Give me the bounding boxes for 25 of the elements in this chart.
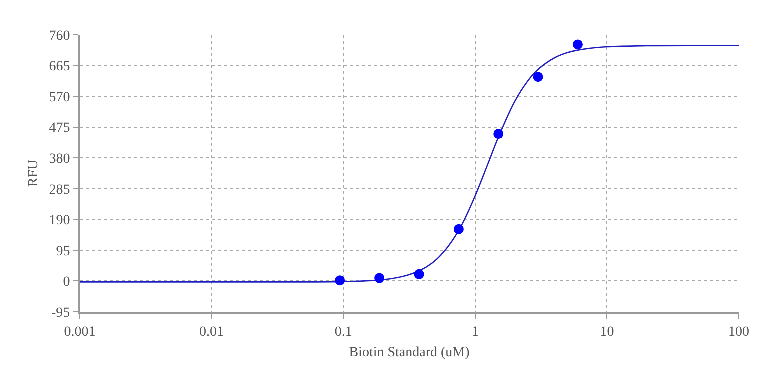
point xyxy=(414,269,424,280)
y-tick-label: 475 xyxy=(49,121,70,136)
point xyxy=(454,224,464,234)
x-tick-label: 100 xyxy=(728,324,750,340)
x-tick-label: 0.1 xyxy=(334,324,352,340)
y-tick-label: 665 xyxy=(49,60,70,75)
y-tick-label: 285 xyxy=(49,182,70,198)
point xyxy=(335,276,346,286)
y-tick-label: 570 xyxy=(49,90,70,106)
x-tick-label: 0.001 xyxy=(64,324,96,340)
x-tick-label: 0.01 xyxy=(200,324,224,340)
x-tick-label: 1 xyxy=(472,324,479,340)
x-axis-title: Biotin Standard (uM) xyxy=(349,346,470,361)
point xyxy=(572,40,583,50)
y-tick-label: -95 xyxy=(52,306,70,321)
x-tick-label: 10 xyxy=(600,324,614,340)
y-axis-title: RFU xyxy=(26,160,42,188)
point xyxy=(533,72,544,82)
y-tick-label: 760 xyxy=(49,28,70,44)
y-tick-label: 95 xyxy=(56,244,70,260)
point xyxy=(494,129,504,140)
point xyxy=(374,273,385,284)
y-tick-label: 190 xyxy=(49,214,70,229)
y-tick-label: 380 xyxy=(49,152,70,168)
y-tick-label: 0 xyxy=(63,275,70,290)
